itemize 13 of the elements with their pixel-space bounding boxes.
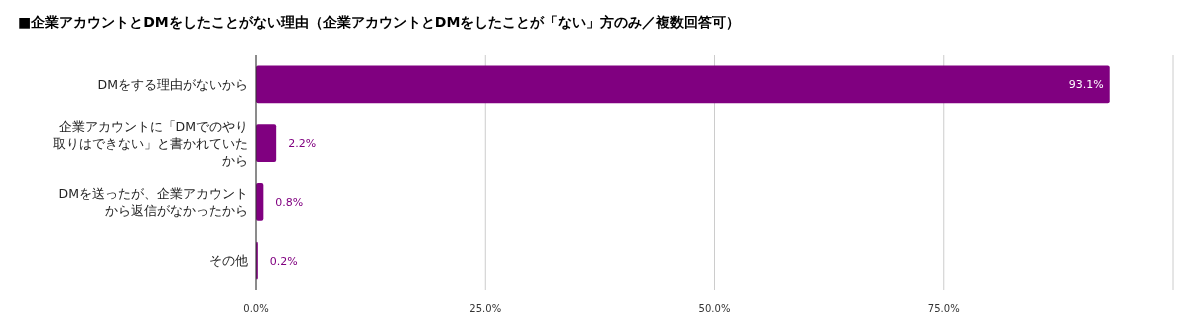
x-tick-label: 50.0%: [698, 303, 731, 314]
y-tick-label: その他: [209, 253, 248, 269]
chart-title: ■企業アカウントとDMをしたことがない理由（企業アカウントとDMをしたことが「ない」方のみ／複数回答可）: [18, 14, 741, 30]
x-tick-label: 0.0%: [243, 303, 269, 314]
data-label: 93.1%: [1068, 78, 1104, 92]
x-tick-label: 75.0%: [927, 303, 960, 314]
data-label: 2.2%: [288, 137, 317, 151]
y-tick-label: DMをする理由がないから: [97, 76, 248, 92]
data-label: 0.8%: [275, 195, 304, 209]
data-label: 0.2%: [269, 254, 298, 268]
y-tick-label: DMを送ったが、企業アカウントから返信がなかったから: [58, 185, 248, 218]
x-tick-label: 25.0%: [469, 303, 502, 314]
y-tick-label: 企業アカウントに「DMでのやり取りはできない」と書かれていたから: [53, 118, 248, 168]
